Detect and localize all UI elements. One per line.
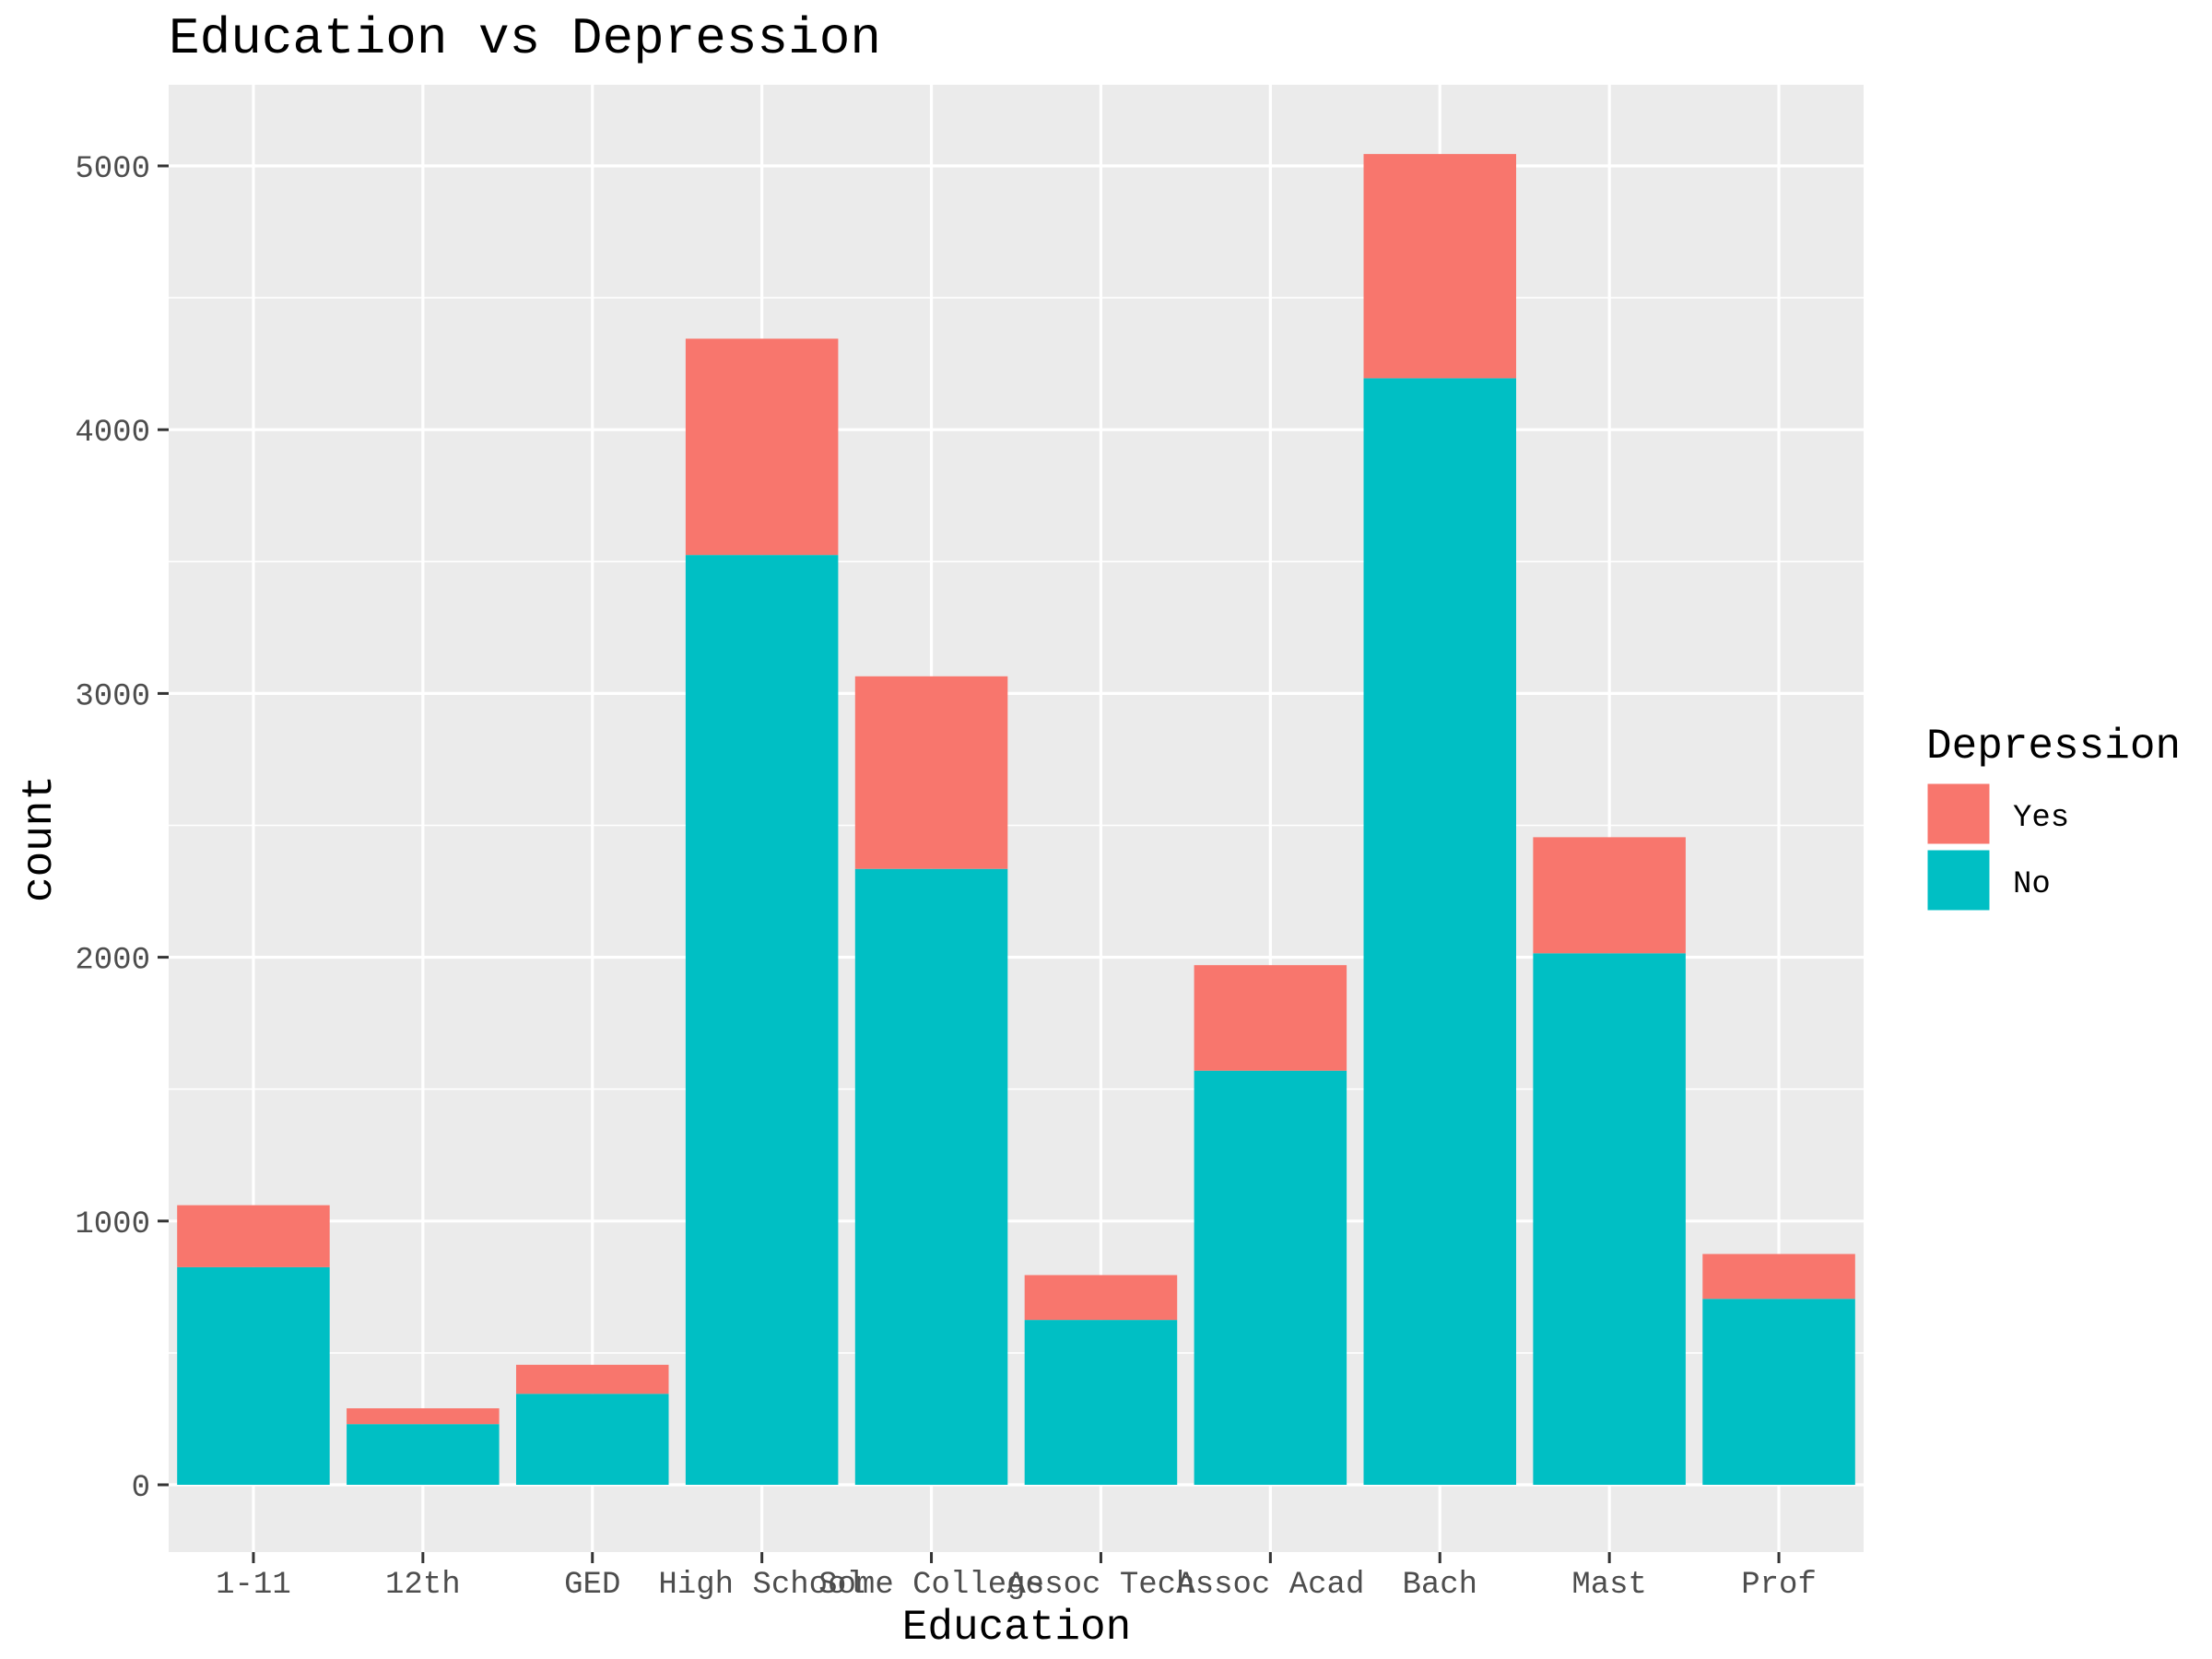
legend: Depression Yes No	[1924, 723, 2181, 913]
bar-no-3	[685, 555, 839, 1485]
x-tick-label: Assoc Tech	[1006, 1568, 1194, 1603]
x-tick-label: High School	[658, 1568, 865, 1603]
bar-no-8	[1533, 953, 1686, 1485]
bar-yes-1	[347, 1408, 500, 1425]
legend-key-no	[1924, 847, 1993, 913]
x-tick-label: Some College	[818, 1568, 1044, 1603]
bar-no-9	[1702, 1299, 1855, 1485]
x-tick-label: Mast	[1571, 1568, 1647, 1603]
x-tick-label: Bach	[1402, 1568, 1477, 1603]
bar-yes-3	[685, 338, 839, 556]
bar-yes-2	[515, 1364, 669, 1394]
bar-no-4	[854, 868, 1008, 1485]
bars	[177, 154, 1855, 1485]
bar-no-1	[347, 1424, 500, 1485]
y-tick-label: 2000	[75, 944, 150, 979]
bar-yes-6	[1194, 965, 1347, 1071]
bar-yes-7	[1363, 154, 1517, 379]
legend-label-no: No	[2013, 867, 2051, 902]
bar-yes-9	[1702, 1253, 1855, 1300]
bar-yes-0	[177, 1205, 330, 1267]
bar-no-2	[515, 1394, 669, 1485]
x-tick-label: 1-11	[216, 1568, 291, 1603]
bar-no-5	[1024, 1320, 1178, 1485]
y-tick-label: 0	[132, 1471, 150, 1506]
x-tick-label: Prof	[1741, 1568, 1817, 1603]
bar-no-6	[1194, 1070, 1347, 1485]
legend-label-yes: Yes	[2013, 801, 2069, 836]
bar-no-0	[177, 1266, 330, 1485]
bar-yes-8	[1533, 837, 1686, 954]
axes: 0 1000 2000 3000 4000 5000 1-11 12th GED High Sch…	[75, 152, 1816, 1603]
y-axis-title: count	[16, 775, 64, 902]
x-tick-label: 12th	[385, 1568, 461, 1603]
x-tick-label: Assoc Acad	[1176, 1568, 1364, 1603]
bar-yes-4	[854, 676, 1008, 869]
x-axis-title: Education	[902, 1604, 1131, 1652]
legend-title: Depression	[1926, 723, 2181, 771]
y-tick-label: 1000	[75, 1207, 150, 1242]
y-tick-label: 4000	[75, 416, 150, 451]
chart-title: Education vs Depression	[169, 9, 881, 68]
y-tick-label: 5000	[75, 152, 150, 187]
x-tick-label: GED	[564, 1568, 620, 1603]
bar-yes-5	[1024, 1275, 1178, 1321]
bar-no-7	[1363, 378, 1517, 1485]
legend-key-yes	[1924, 781, 1993, 847]
y-tick-label: 3000	[75, 679, 150, 714]
